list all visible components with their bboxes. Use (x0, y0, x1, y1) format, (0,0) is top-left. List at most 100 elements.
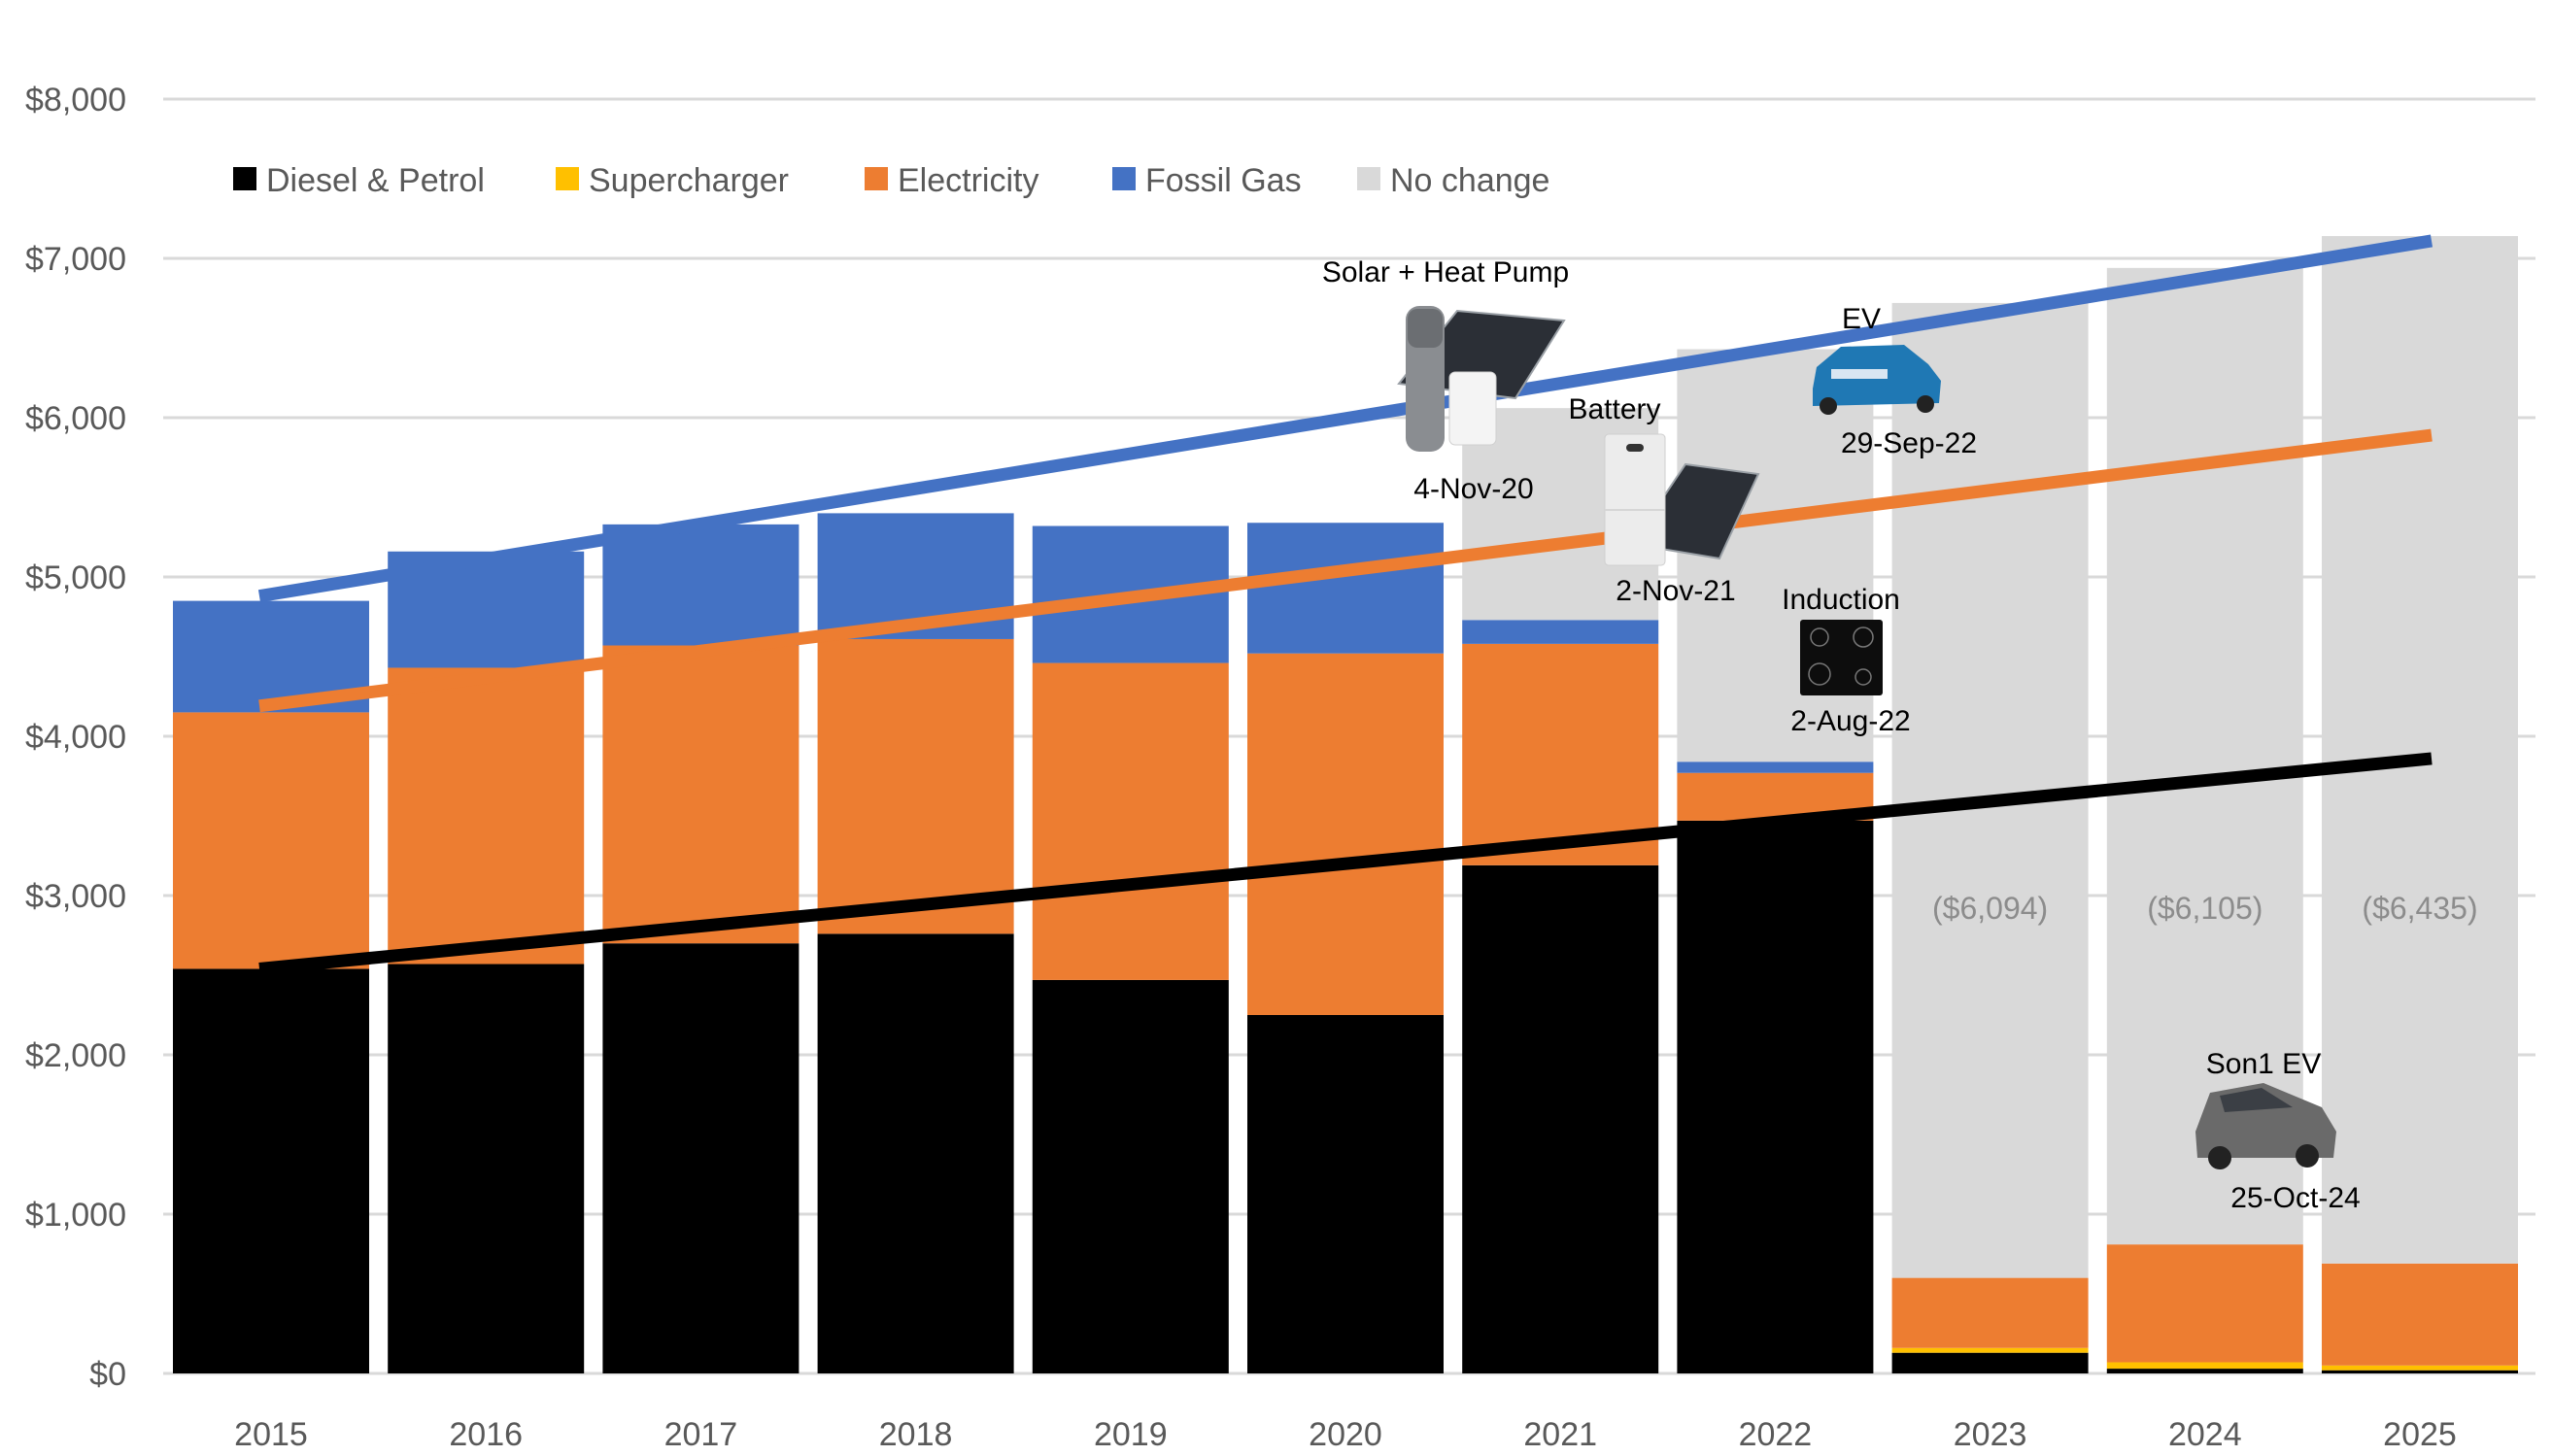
bar-diesel-petrol-2019 (1032, 979, 1229, 1373)
suv-wheel (1917, 395, 1934, 413)
x-tick-label: 2020 (1309, 1416, 1382, 1453)
y-tick-label: $5,000 (25, 559, 126, 596)
x-tick-label: 2016 (449, 1416, 523, 1453)
hatchback-wheel (2208, 1146, 2231, 1169)
bar-electricity-2020 (1247, 653, 1444, 1015)
suv-wheel (1820, 397, 1837, 415)
legend-label: Fossil Gas (1145, 162, 1302, 199)
no-change-data-label: ($6,105) (2147, 891, 2263, 926)
y-tick-label: $7,000 (25, 241, 126, 278)
y-tick-label: $8,000 (25, 82, 126, 119)
bar-electricity-2021 (1462, 643, 1659, 865)
cooktop-ring (1854, 668, 1872, 686)
x-tick-label: 2023 (1954, 1416, 2027, 1453)
x-tick-label: 2024 (2168, 1416, 2242, 1453)
bar-electricity-2019 (1032, 662, 1229, 980)
x-tick-label: 2021 (1523, 1416, 1597, 1453)
suv-headlights (1831, 369, 1888, 379)
x-axis: 2015 2016 2017 2018 2019 2020 2021 2022 2023 2024… (234, 1416, 2457, 1453)
legend-label: Electricity (898, 162, 1038, 199)
legend-swatch-no-change (1357, 167, 1380, 190)
bar-electricity-2017 (602, 645, 800, 944)
annotation-date: 25-Oct-24 (2230, 1182, 2360, 1214)
annotation-date: 29-Sep-22 (1841, 427, 1977, 459)
battery-logo (1626, 444, 1644, 452)
bar-fossil-gas-2017 (602, 524, 800, 646)
cooktop-ring (1808, 662, 1831, 686)
induction-cooktop-icon (1800, 620, 1883, 695)
bar-supercharger-2024 (2106, 1362, 2303, 1370)
bar-electricity-2025 (2322, 1263, 2518, 1366)
data-labels: ($6,094) ($6,105) ($6,435) (1932, 891, 2478, 926)
bar-diesel-petrol-2017 (602, 943, 800, 1373)
battery-icon (1604, 433, 1760, 566)
bar-diesel-petrol-2015 (173, 968, 369, 1373)
bar-diesel-petrol-2016 (388, 964, 585, 1373)
battery-body (1604, 433, 1666, 566)
bar-no-change-2025 (2322, 236, 2518, 1264)
hatchback-window (2220, 1088, 2293, 1112)
annotation-date: 2-Nov-21 (1616, 575, 1735, 607)
solar-heat-pump-icon (1397, 306, 1566, 452)
annotation-title: Son1 EV (2206, 1048, 2321, 1080)
cooktop-ring (1853, 626, 1874, 648)
legend: Diesel & Petrol Supercharger Electricity Fo… (233, 162, 1549, 199)
bar-diesel-petrol-2020 (1247, 1015, 1444, 1373)
trendline-diesel-petrol-trend (258, 752, 2433, 975)
bar-electricity-2024 (2106, 1244, 2303, 1363)
hatchback-wheel (2296, 1144, 2319, 1168)
bar-electricity-2018 (817, 638, 1014, 934)
cooktop-ring (1810, 627, 1829, 647)
y-tick-label: $6,000 (25, 400, 126, 437)
y-tick-label: $3,000 (25, 878, 126, 915)
x-tick-label: 2019 (1094, 1416, 1168, 1453)
legend-swatch-fossil-gas (1112, 167, 1136, 190)
bar-electricity-2016 (388, 667, 585, 965)
bar-no-change-2024 (2106, 267, 2303, 1245)
inverter-box (1448, 371, 1497, 446)
legend-label: Supercharger (589, 162, 789, 199)
bar-diesel-petrol-2025 (2322, 1370, 2518, 1373)
bar-supercharger-2025 (2322, 1365, 2518, 1371)
no-change-data-label: ($6,435) (2362, 891, 2477, 926)
bar-diesel-petrol-2022 (1677, 820, 1874, 1373)
x-tick-label: 2025 (2383, 1416, 2457, 1453)
legend-swatch-diesel-petrol (233, 167, 256, 190)
bar-supercharger-2023 (1891, 1347, 2089, 1353)
y-tick-label: $2,000 (25, 1037, 126, 1074)
trendline-fossil-gas-trend (257, 234, 2433, 603)
grey-hatchback-ev-icon (2195, 1083, 2336, 1169)
annotation-title: EV (1842, 303, 1881, 335)
legend-label: Diesel & Petrol (266, 162, 485, 199)
annotation-date: 2-Aug-22 (1790, 705, 1910, 737)
bar-diesel-petrol-2018 (817, 933, 1014, 1373)
annotations: Solar + Heat Pump 4-Nov-20 Battery 2-Nov-21… (1322, 256, 2361, 1214)
legend-swatch-supercharger (556, 167, 579, 190)
bar-diesel-petrol-2024 (2106, 1369, 2303, 1373)
bar-electricity-2023 (1891, 1277, 2089, 1348)
legend-swatch-electricity (865, 167, 888, 190)
trendlines (257, 234, 2433, 975)
x-tick-label: 2018 (879, 1416, 953, 1453)
heat-pump-top (1408, 309, 1443, 348)
y-tick-label: $4,000 (25, 719, 126, 756)
no-change-data-label: ($6,094) (1932, 891, 2048, 926)
annotation-title: Induction (1782, 584, 1900, 616)
x-tick-label: 2015 (234, 1416, 308, 1453)
annotation-title: Solar + Heat Pump (1322, 256, 1569, 288)
bar-fossil-gas-2021 (1462, 620, 1659, 644)
annotation-date: 4-Nov-20 (1413, 473, 1533, 505)
cooktop-surface (1800, 620, 1883, 695)
bar-diesel-petrol-2021 (1462, 864, 1659, 1373)
bar-diesel-petrol-2023 (1891, 1352, 2089, 1373)
y-tick-label: $1,000 (25, 1197, 126, 1234)
bars (173, 236, 2518, 1373)
bar-fossil-gas-2020 (1247, 523, 1444, 654)
x-tick-label: 2017 (664, 1416, 738, 1453)
bar-fossil-gas-2022 (1677, 762, 1874, 773)
x-tick-label: 2022 (1739, 1416, 1813, 1453)
legend-label: No change (1390, 162, 1549, 199)
y-tick-label: $0 (89, 1356, 126, 1393)
bar-electricity-2015 (173, 712, 369, 969)
